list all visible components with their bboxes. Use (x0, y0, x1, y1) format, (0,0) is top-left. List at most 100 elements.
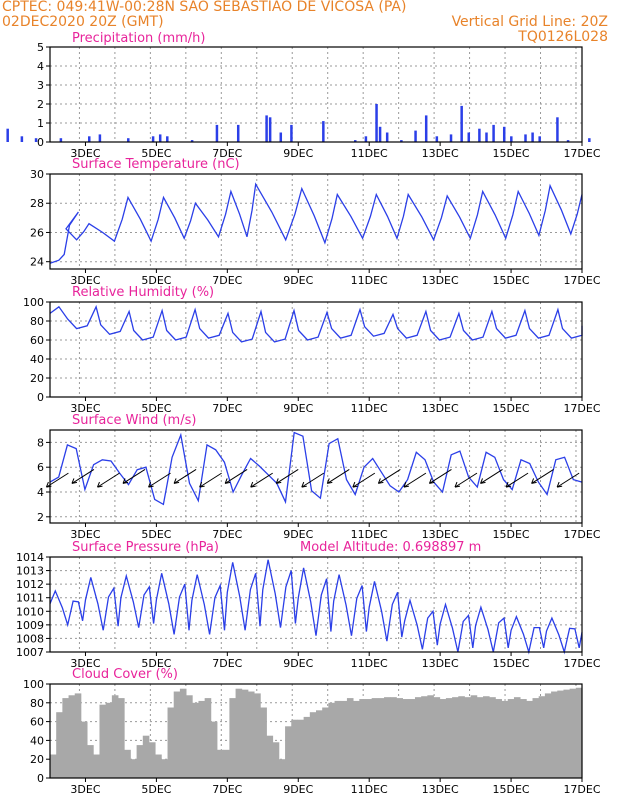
cloud-bar (93, 754, 100, 778)
wind-arrow (454, 472, 478, 488)
cloud-bar (210, 721, 218, 778)
cloud-bar (507, 699, 515, 778)
cloud-bar (272, 742, 280, 778)
precip-bar (265, 115, 268, 142)
precip-bar (151, 136, 155, 142)
cloud-bar (575, 687, 583, 778)
wind-arrow (122, 468, 146, 484)
cloud-bar (470, 695, 478, 778)
cloud-bar (513, 697, 521, 778)
cloud-bar (563, 689, 571, 778)
precip-ytick-label: 1 (37, 117, 44, 130)
wind-arrow-head (97, 481, 103, 488)
precip-bar (375, 104, 378, 142)
wind-arrow-head (71, 478, 78, 484)
precip-bar (460, 105, 463, 142)
cloud-bar (464, 697, 472, 778)
cloud-bar (557, 690, 564, 778)
precip-bar (88, 136, 91, 142)
temp-xtick-label: 5DEC (141, 274, 171, 287)
cloud-bar (266, 735, 274, 778)
header-line2-right: Vertical Grid Line: 20Z (451, 14, 608, 30)
cloud-bar (532, 698, 540, 778)
cloud-bar (161, 759, 168, 778)
cloud-bar (365, 699, 373, 778)
wind-series (49, 431, 583, 506)
temp-title: Surface Temperature (nC) (72, 157, 240, 172)
temp-ytick-label: 28 (30, 197, 44, 210)
precip-ytick-label: 4 (37, 60, 44, 73)
precip-bar (492, 124, 495, 142)
wind-arrow (173, 468, 197, 484)
cloud-bar (309, 712, 317, 778)
pressure-xtick-label: 7DEC (212, 657, 242, 670)
wind-arrow (327, 468, 350, 484)
rh-xtick-label: 9DEC (283, 402, 313, 415)
precip-bar (385, 132, 389, 142)
cloud-bar (87, 745, 94, 778)
precip-bar (478, 128, 481, 142)
pressure-ytick-label: 1011 (16, 592, 44, 605)
wind-arrow-head (556, 481, 563, 488)
precip-xtick-label: 13DEC (422, 147, 459, 160)
cloud-bar (396, 698, 404, 778)
cloud-bar (223, 749, 230, 778)
rh-xtick-label: 7DEC (212, 402, 242, 415)
cloud-bar (173, 691, 181, 778)
pressure-xtick-label: 11DEC (351, 657, 388, 670)
wind-arrow (250, 472, 273, 488)
wind-arrow-head (224, 478, 231, 484)
precip-bar (449, 134, 453, 142)
cloud-bar (254, 693, 261, 778)
cloud-ytick-label: 40 (30, 734, 44, 747)
cloud-bar (390, 697, 397, 778)
wind-arrow-head (352, 481, 358, 488)
cloud-bar (105, 702, 113, 778)
wind-ytick-label: 6 (37, 461, 44, 474)
precip-bar (414, 130, 417, 142)
pressure-title: Surface Pressure (hPa) (72, 540, 219, 555)
cloud-xtick-label: 11DEC (351, 783, 388, 796)
cloud-bar (204, 698, 212, 778)
precip-xtick-label: 7DEC (212, 147, 242, 160)
pressure-xtick-label: 3DEC (70, 657, 100, 670)
precip-bar (556, 117, 559, 142)
cloud-bar (136, 745, 144, 778)
precip-bar (268, 117, 272, 142)
precip-bar (435, 136, 439, 142)
cloud-xtick-label: 13DEC (422, 783, 459, 796)
precip-bar (531, 132, 534, 142)
wind-arrow (556, 472, 580, 488)
wind-arrow-head (199, 481, 205, 488)
pressure-plot-frame (49, 556, 583, 653)
cloud-bar (458, 696, 465, 778)
cloud-bar (260, 707, 267, 778)
precip-bar (98, 134, 102, 142)
wind-arrow-head (480, 478, 486, 484)
precip-bar (20, 136, 24, 142)
cloud-xtick-label: 5DEC (141, 783, 171, 796)
cloud-bar (384, 697, 391, 778)
cloud-bar (198, 700, 206, 778)
wind-xtick-label: 9DEC (283, 528, 313, 541)
pressure-xtick-label: 5DEC (141, 657, 171, 670)
wind-arrow (531, 468, 554, 484)
header-line3-right: TQ0126L028 (518, 29, 608, 45)
pressure-ytick-label: 1010 (16, 605, 44, 618)
cloud-bar (328, 702, 335, 778)
cloud-bar (495, 699, 502, 778)
precip-bar (127, 138, 130, 142)
cloud-bar (167, 707, 175, 778)
precip-bar (166, 136, 169, 142)
precip-bar (424, 115, 428, 142)
cloud-bar (569, 688, 577, 778)
wind-arrow-head (173, 478, 180, 484)
cloud-bar (322, 707, 329, 778)
header-line1-left: CPTEC: 049:41W-00:28N SAO SEBASTIAO DE V… (2, 0, 407, 15)
precip-bar (34, 138, 38, 142)
cloud-bar (520, 699, 527, 778)
precip-bar (510, 136, 513, 142)
cloud-bar (414, 697, 422, 778)
pressure-xtick-label: 13DEC (422, 657, 459, 670)
precip-bar (215, 124, 219, 142)
